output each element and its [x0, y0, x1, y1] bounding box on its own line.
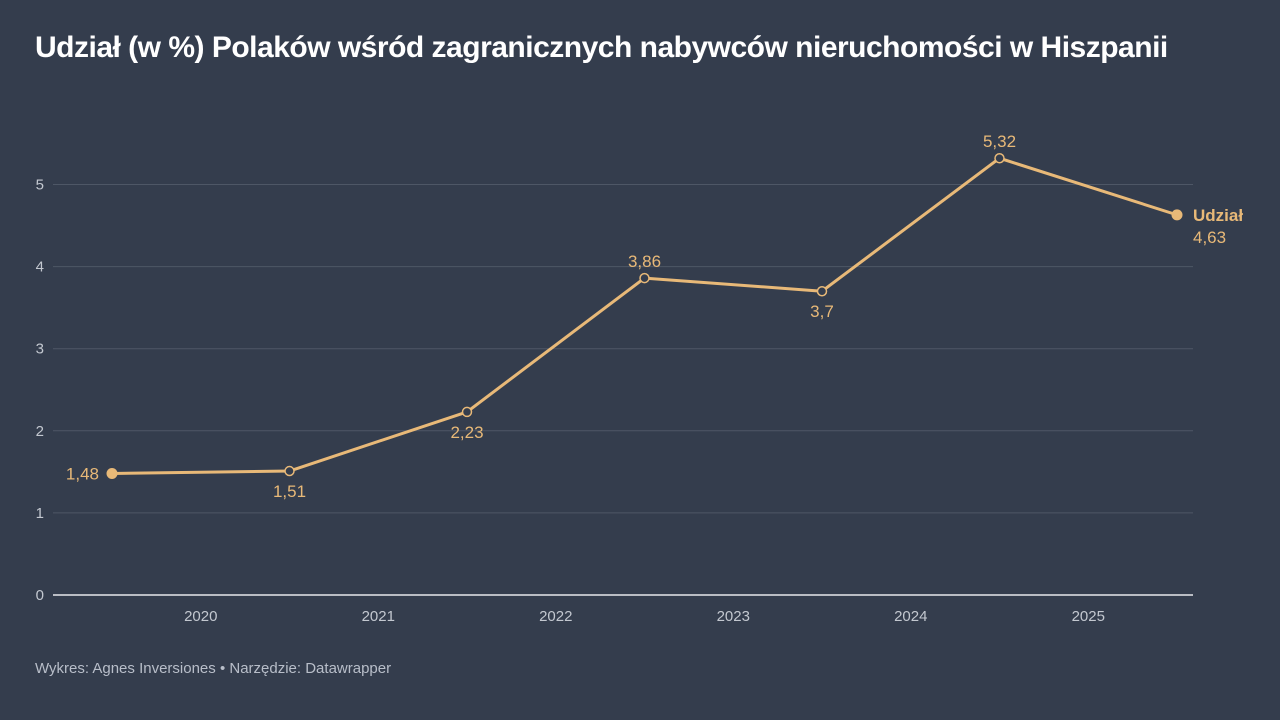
- x-tick-label: 2023: [717, 608, 750, 625]
- series-name-label: Udział: [1193, 206, 1243, 225]
- y-tick-label: 2: [36, 423, 44, 440]
- data-point: [639, 272, 650, 284]
- x-tick-label: 2025: [1072, 608, 1105, 625]
- x-tick-label: 2021: [362, 608, 395, 625]
- x-tick-label: 2024: [894, 608, 927, 625]
- x-tick-label: 2022: [539, 608, 572, 625]
- y-tick-label: 5: [36, 177, 44, 194]
- data-label: 1,51: [273, 482, 306, 501]
- data-label: 3,86: [628, 252, 661, 271]
- data-point: [1171, 209, 1183, 221]
- data-point: [461, 406, 473, 418]
- data-point: [994, 152, 1005, 164]
- data-point: [284, 465, 295, 477]
- data-point: [816, 285, 828, 297]
- data-point: [106, 467, 118, 479]
- data-label: 4,63: [1193, 228, 1226, 247]
- y-tick-label: 3: [36, 341, 44, 358]
- chart-title: Udział (w %) Polaków wśród zagranicznych…: [35, 31, 1168, 64]
- y-tick-label: 0: [36, 587, 44, 604]
- series-line: [110, 156, 1179, 475]
- data-label: 2,23: [450, 423, 483, 442]
- x-tick-label: 2020: [184, 608, 217, 625]
- y-tick-label: 1: [36, 505, 44, 522]
- source-note: Wykres: Agnes Inversiones • Narzędzie: D…: [35, 660, 392, 677]
- y-tick-label: 4: [36, 259, 44, 276]
- data-label: 5,32: [983, 132, 1016, 151]
- data-label: 1,48: [66, 464, 99, 483]
- data-label: 3,7: [810, 302, 834, 321]
